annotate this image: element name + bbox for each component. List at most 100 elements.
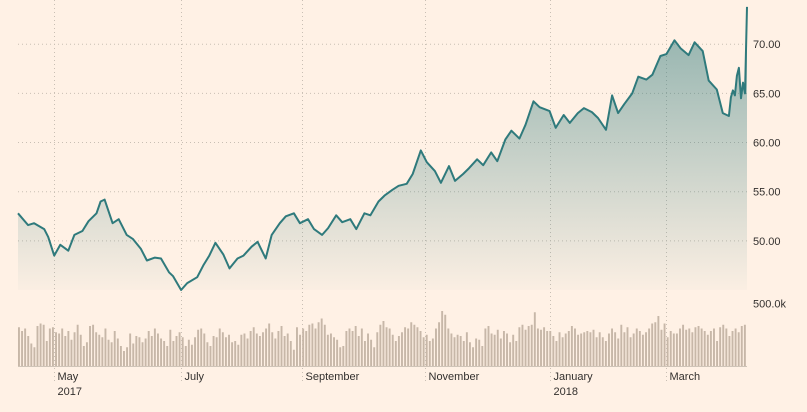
volume-bar [101, 337, 104, 366]
volume-bar [132, 343, 135, 366]
volume-bar [397, 336, 400, 366]
volume-bar [543, 327, 546, 366]
volume-bar [564, 333, 567, 366]
volume-bar [512, 334, 515, 366]
volume-bar [169, 329, 172, 366]
price-tick-label: 70.00 [753, 39, 781, 51]
volume-bar [459, 336, 462, 366]
volume-bar [648, 328, 651, 366]
volume-bar [82, 346, 85, 366]
volume-bar [502, 331, 505, 366]
volume-bar [79, 334, 82, 366]
volume-bar [123, 351, 125, 366]
volume-bar [58, 333, 61, 366]
volume-bar [419, 331, 422, 366]
volume-bar [453, 337, 456, 366]
volume-bar [119, 346, 122, 366]
volume-bar [444, 314, 447, 366]
volume-bar [472, 347, 474, 366]
volume-bar [243, 333, 246, 366]
volume-bar [206, 342, 209, 366]
volume-bar [107, 339, 110, 366]
volume-bar [388, 328, 391, 366]
volume-bar [110, 342, 113, 366]
volume-bar [283, 336, 286, 366]
volume-bar [157, 333, 159, 366]
volume-bar [413, 324, 416, 366]
volume-bar [722, 324, 725, 366]
volume-bar [129, 333, 132, 366]
price-tick-label: 65.00 [753, 88, 781, 100]
volume-bar [92, 324, 95, 366]
volume-bar [385, 327, 388, 366]
volume-bar [218, 328, 221, 366]
volume-bar [450, 333, 453, 366]
volume-bar [286, 333, 289, 366]
volume-bar [536, 328, 539, 366]
volume-bar [317, 322, 320, 366]
volume-bar [249, 331, 252, 366]
volume-bar [465, 332, 468, 366]
volume-bar [481, 346, 484, 366]
volume-bar [305, 331, 308, 366]
volume-bar [629, 337, 632, 366]
volume-bar [518, 327, 521, 366]
date-tick-label: March [670, 371, 701, 383]
volume-bar [623, 332, 626, 366]
volume-bar [160, 338, 163, 366]
volume-bar [351, 331, 354, 366]
volume-bar [666, 337, 669, 366]
volume-bar [246, 338, 249, 366]
volume-bar [475, 338, 478, 366]
volume-bar [18, 327, 20, 366]
volume-bar [441, 311, 444, 366]
volume-bar [184, 346, 187, 366]
volume-bar [104, 328, 107, 366]
volume-bar [370, 339, 373, 366]
volume-bar [271, 332, 274, 366]
volume-bar [694, 327, 697, 366]
volume-bar [651, 323, 654, 366]
volume-bar [435, 328, 437, 366]
volume-bar [113, 331, 116, 366]
volume-bar [533, 312, 536, 366]
price-tick-label: 55.00 [753, 187, 781, 199]
volume-bar [608, 333, 610, 366]
volume-bar [116, 338, 119, 366]
date-tick-label: September [306, 371, 360, 383]
volume-bar [484, 328, 487, 366]
price-tick-label: 50.00 [753, 236, 781, 248]
volume-bar [657, 316, 660, 366]
date-axis-ticks: May 2017 July September November January 2018 M… [58, 371, 701, 398]
volume-bar [645, 332, 647, 366]
volume-bar [262, 332, 264, 366]
volume-bar [194, 337, 196, 366]
volume-bar [228, 334, 230, 366]
volume-bar [212, 336, 215, 366]
volume-bar [700, 328, 703, 366]
volume-bar [540, 329, 542, 366]
volume-bar [654, 322, 657, 366]
volume-bar [147, 331, 150, 366]
volume-bar [567, 331, 570, 366]
volume-bars [18, 311, 747, 367]
volume-bar [422, 337, 425, 366]
volume-bar [672, 333, 675, 366]
volume-bar [574, 328, 576, 366]
volume-bar [48, 328, 51, 366]
volume-bar [255, 333, 258, 366]
volume-bar [61, 328, 64, 366]
volume-bar [357, 336, 360, 366]
volume-axis-ticks: 500.0k [753, 299, 787, 311]
date-tick-label: January [554, 371, 594, 383]
volume-bar [141, 342, 144, 366]
volume-bar [675, 333, 678, 366]
volume-bar [725, 328, 728, 366]
volume-bar [456, 334, 459, 366]
volume-bar [70, 339, 73, 366]
volume-bar [342, 346, 345, 366]
volume-bar [311, 323, 314, 366]
volume-bar [490, 333, 493, 366]
volume-bar [570, 326, 573, 366]
